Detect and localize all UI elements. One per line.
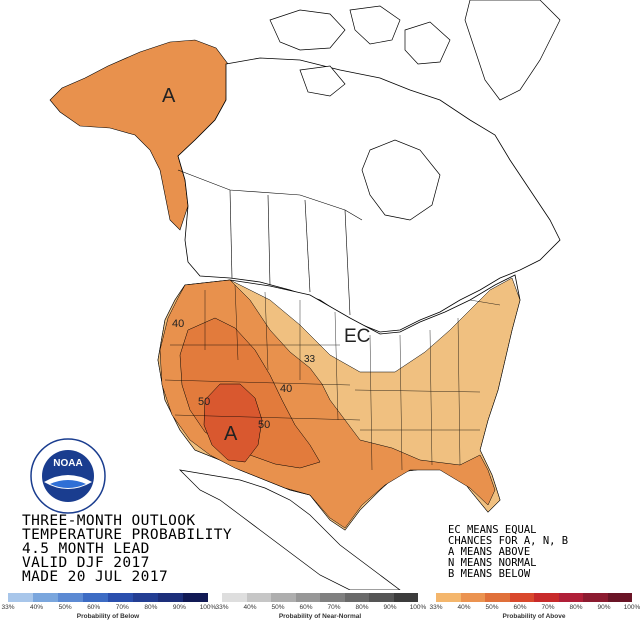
title-line-2: TEMPERATURE PROBABILITY xyxy=(22,527,232,543)
outlook-map: 40 50 40 50 33 A A EC xyxy=(49,0,561,590)
province-lines xyxy=(177,169,363,316)
legend-note-line-2: CHANCES FOR A, N, B xyxy=(448,535,569,547)
swatch-above-6 xyxy=(583,593,608,602)
tick-above-6: 90% xyxy=(597,604,611,611)
arctic-islands xyxy=(269,5,451,97)
scale-above: 33% 40% 50% 60% 70% 80% 90% 100% Probability of … xyxy=(429,593,640,629)
swatch-normal-4 xyxy=(320,593,345,602)
tick-normal-7: 100% xyxy=(409,604,427,611)
tick-below-1: 40% xyxy=(30,604,44,611)
tick-above-0: 33% xyxy=(429,604,443,611)
tick-above-1: 40% xyxy=(457,604,471,611)
svg-text:NOAA: NOAA xyxy=(53,458,82,469)
contour-label-33: 33 xyxy=(304,354,316,365)
noaa-logo: NOAA xyxy=(30,438,106,514)
contour-label-40-west: 40 xyxy=(172,318,184,330)
tick-normal-4: 70% xyxy=(327,604,341,611)
swatch-above-3 xyxy=(509,593,534,602)
tick-normal-6: 90% xyxy=(383,604,397,611)
swatch-normal-1 xyxy=(246,593,271,602)
scale-bar-below xyxy=(8,593,208,602)
tick-normal-5: 80% xyxy=(355,604,369,611)
swatch-below-7 xyxy=(183,593,208,602)
tick-below-5: 80% xyxy=(144,604,158,611)
equal-chances-label: EC xyxy=(344,326,370,347)
scale-bar-above xyxy=(436,593,632,602)
scale-ticks-normal: 33% 40% 50% 60% 70% 80% 90% 100% xyxy=(215,602,426,612)
tick-above-3: 60% xyxy=(513,604,527,611)
title-block: THREE-MONTH OUTLOOK TEMPERATURE PROBABIL… xyxy=(22,513,232,585)
legend-note-line-3: A MEANS ABOVE xyxy=(448,546,531,558)
tick-above-2: 50% xyxy=(485,604,499,611)
swatch-below-0 xyxy=(8,593,33,602)
title-line-1: THREE-MONTH OUTLOOK xyxy=(22,513,196,529)
contour-label-40-central: 40 xyxy=(280,383,292,395)
legend-note: EC MEANS EQUAL CHANCES FOR A, N, B A MEA… xyxy=(448,525,568,580)
tick-below-7: 100% xyxy=(199,604,217,611)
scale-near-normal: 33% 40% 50% 60% 70% 80% 90% 100% Probability of … xyxy=(215,593,426,629)
scale-ticks-below: 33% 40% 50% 60% 70% 80% 90% 100% xyxy=(1,602,216,612)
tick-below-2: 50% xyxy=(58,604,72,611)
state-lines xyxy=(164,284,501,471)
canada-land xyxy=(177,57,561,333)
tick-normal-2: 50% xyxy=(271,604,285,611)
tick-above-5: 80% xyxy=(569,604,583,611)
swatch-normal-7 xyxy=(393,593,418,602)
tick-below-0: 33% xyxy=(1,604,15,611)
swatch-normal-2 xyxy=(271,593,296,602)
mexico-land xyxy=(178,469,401,590)
above-60-region xyxy=(203,383,263,463)
scale-below: 33% 40% 50% 60% 70% 80% 90% 100% Probability of … xyxy=(1,593,216,629)
scale-label-normal: Probability of Near-Normal xyxy=(278,613,362,620)
swatch-normal-3 xyxy=(295,593,320,602)
scale-label-above: Probability of Above xyxy=(502,613,566,620)
swatch-below-2 xyxy=(58,593,83,602)
title-line-5: MADE 20 JUL 2017 xyxy=(22,569,169,585)
swatch-below-3 xyxy=(83,593,108,602)
swatch-normal-0 xyxy=(222,593,247,602)
greenland xyxy=(464,0,561,101)
swatch-above-4 xyxy=(534,593,559,602)
hudson-bay xyxy=(361,139,441,221)
tick-above-7: 100% xyxy=(623,604,640,611)
tick-above-4: 70% xyxy=(541,604,555,611)
alaska-above-region xyxy=(49,39,229,231)
tick-below-3: 60% xyxy=(87,604,101,611)
scale-bar-normal xyxy=(222,593,418,602)
legend-note-line-5: B MEANS BELOW xyxy=(448,568,531,580)
contour-label-50-west: 50 xyxy=(198,396,210,408)
swatch-above-2 xyxy=(485,593,510,602)
title-line-3: 4.5 MONTH LEAD xyxy=(22,541,150,557)
scale-ticks-above: 33% 40% 50% 60% 70% 80% 90% 100% xyxy=(429,602,640,612)
title-line-4: VALID DJF 2017 xyxy=(22,555,150,571)
legend-note-line-1: EC MEANS EQUAL xyxy=(448,524,537,536)
scale-label-below: Probability of Below xyxy=(76,613,140,620)
swatch-below-4 xyxy=(108,593,133,602)
swatch-above-7 xyxy=(607,593,632,602)
alaska-above-label: A xyxy=(162,85,176,107)
southwest-above-label: A xyxy=(224,423,238,445)
swatch-above-0 xyxy=(436,593,461,602)
swatch-normal-6 xyxy=(369,593,394,602)
swatch-normal-5 xyxy=(344,593,369,602)
swatch-below-5 xyxy=(133,593,158,602)
tick-normal-3: 60% xyxy=(299,604,313,611)
legend-note-line-4: N MEANS NORMAL xyxy=(448,557,537,569)
contour-label-50-central: 50 xyxy=(258,419,270,431)
swatch-above-1 xyxy=(460,593,485,602)
swatch-below-1 xyxy=(33,593,58,602)
tick-below-4: 70% xyxy=(115,604,129,611)
swatch-below-6 xyxy=(158,593,183,602)
tick-below-6: 90% xyxy=(172,604,186,611)
swatch-above-5 xyxy=(558,593,583,602)
tick-normal-1: 40% xyxy=(243,604,257,611)
tick-normal-0: 33% xyxy=(215,604,229,611)
